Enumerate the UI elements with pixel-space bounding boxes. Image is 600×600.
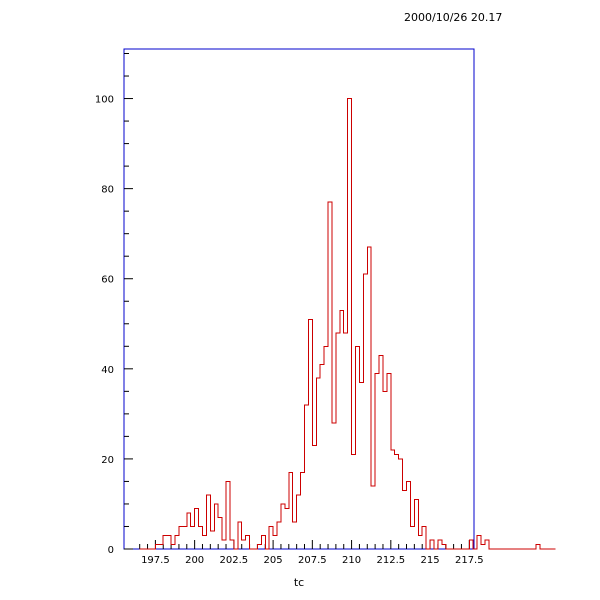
- y-tick-label: 80: [101, 185, 114, 196]
- plot-frame: [123, 48, 475, 550]
- x-tick-label: 202.5: [220, 555, 249, 566]
- timestamp: 2000/10/26 20.17: [404, 11, 502, 24]
- y-tick-label: 40: [101, 365, 114, 376]
- y-tick-label: 60: [101, 275, 114, 286]
- x-tick-label: 215: [421, 555, 440, 566]
- x-tick-label: 207.5: [298, 555, 327, 566]
- x-tick-label: 200: [185, 555, 204, 566]
- x-tick-label: 197.5: [141, 555, 170, 566]
- x-axis-title: tc: [294, 576, 304, 589]
- y-tick-label: 20: [101, 455, 114, 466]
- histogram-layer: [139, 98, 556, 550]
- axis-ticks-layer: [124, 53, 470, 550]
- x-tick-label: 212.5: [376, 555, 405, 566]
- x-tick-label: 205: [264, 555, 283, 566]
- x-tick-label: 210: [342, 555, 361, 566]
- x-tick-label: 217.5: [455, 555, 484, 566]
- tick-labels-layer: 197.5 200 202.5 205 207.5 210 212.5 215 217.5 0 20…: [95, 95, 484, 566]
- y-tick-label: 100: [95, 95, 114, 106]
- y-tick-label: 0: [108, 545, 114, 556]
- plot-frame-layer: [123, 48, 475, 550]
- histogram-outline: [139, 98, 556, 550]
